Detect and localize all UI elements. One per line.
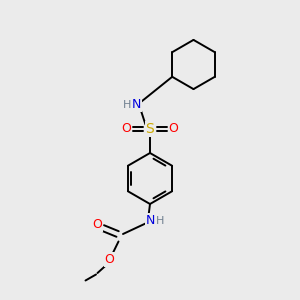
Text: O: O	[105, 253, 114, 266]
Text: O: O	[93, 218, 102, 232]
Text: N: N	[132, 98, 141, 112]
Text: H: H	[156, 215, 165, 226]
Text: O: O	[122, 122, 131, 136]
Text: O: O	[169, 122, 178, 136]
Text: N: N	[145, 214, 155, 227]
Text: H: H	[122, 100, 131, 110]
Text: S: S	[146, 122, 154, 136]
